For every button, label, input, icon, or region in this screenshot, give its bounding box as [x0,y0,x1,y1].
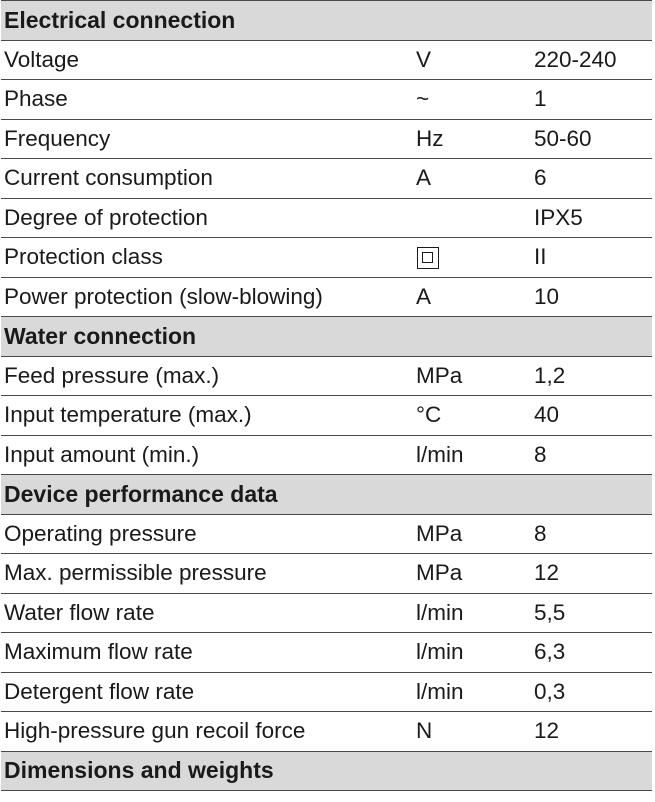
row-unit: l/min [416,639,464,664]
row-unit: °C [416,402,442,427]
table-row-gun-recoil-force: High-pressure gun recoil force N 12 [1,712,652,752]
row-unit: N [416,718,433,743]
section-title: Dimensions and weights [4,757,274,784]
row-value: 6,3 [534,639,566,664]
row-value: 12 [534,560,560,585]
table-row-protection-class: Protection class II [1,238,652,278]
table-row-detergent-flow-rate: Detergent flow rate l/min 0,3 [1,673,652,712]
row-value: 8 [534,441,547,467]
row-unit: MPa [416,560,463,585]
row-label: Degree of protection [4,204,208,230]
table-row-power-protection: Power protection (slow-blowing) A 10 [1,278,652,317]
protection-class-ii-icon [417,246,439,269]
section-title: Device performance data [4,480,278,507]
row-value: 220-240 [534,46,617,72]
row-value: 8 [534,520,547,546]
section-header-dimensions-and-weights: Dimensions and weights [1,751,652,791]
row-label: Phase [4,86,68,111]
table-row-max-permissible-pressure: Max. permissible pressure MPa 12 [1,554,652,594]
table-row-phase: Phase ~ 1 [1,80,652,120]
row-value: 1 [534,86,547,111]
table-row-input-temperature: Input temperature (max.) °C 40 [1,396,652,436]
section-header-electrical-connection: Electrical connection [1,1,652,41]
row-unit: Hz [416,125,444,151]
row-value: 6 [534,165,547,190]
table-row-water-flow-rate: Water flow rate l/min 5,5 [1,594,652,633]
row-label: Current consumption [4,165,213,190]
row-label: Power protection (slow-blowing) [4,283,323,309]
row-unit: V [416,46,432,72]
row-value: 40 [534,402,560,427]
row-label: Detergent flow rate [4,678,195,704]
table-row-current-consumption: Current consumption A 6 [1,159,652,199]
row-label: Maximum flow rate [4,639,193,664]
table-row-maximum-flow-rate: Maximum flow rate l/min 6,3 [1,633,652,673]
row-label: Water flow rate [4,599,155,625]
section-header-water-connection: Water connection [1,317,652,357]
row-unit: MPa [416,362,463,388]
row-label: Operating pressure [4,520,197,546]
section-title: Water connection [4,322,197,349]
row-label: Max. permissible pressure [4,560,267,585]
row-value: 0,3 [534,678,566,704]
table-row-operating-pressure: Operating pressure MPa 8 [1,515,652,554]
row-label: Feed pressure (max.) [4,362,220,388]
row-unit [414,246,534,269]
row-unit: l/min [416,599,464,625]
row-unit: A [416,283,432,309]
row-unit: l/min [416,678,464,704]
row-label: Protection class [4,244,163,269]
table-row-feed-pressure: Feed pressure (max.) MPa 1,2 [1,357,652,396]
row-value: II [534,244,547,269]
row-label: Input temperature (max.) [4,402,252,427]
row-label: Voltage [4,46,80,72]
row-value: 12 [534,718,560,743]
row-unit: ~ [416,86,430,111]
row-unit: l/min [416,441,464,467]
row-value: 10 [534,283,560,309]
row-value: IPX5 [534,204,583,230]
table-row-frequency: Frequency Hz 50-60 [1,120,652,159]
row-value: 50-60 [534,125,592,151]
section-title: Electrical connection [4,6,236,33]
row-label: Frequency [4,125,111,151]
row-value: 5,5 [534,599,566,625]
section-header-device-performance-data: Device performance data [1,475,652,515]
row-value: 1,2 [534,362,566,388]
table-row-voltage: Voltage V 220-240 [1,41,652,80]
row-label: Input amount (min.) [4,441,200,467]
row-unit: MPa [416,520,463,546]
row-label: High-pressure gun recoil force [4,718,306,743]
table-row-degree-of-protection: Degree of protection IPX5 [1,199,652,238]
table-row-input-amount: Input amount (min.) l/min 8 [1,436,652,475]
row-unit: A [416,165,432,190]
